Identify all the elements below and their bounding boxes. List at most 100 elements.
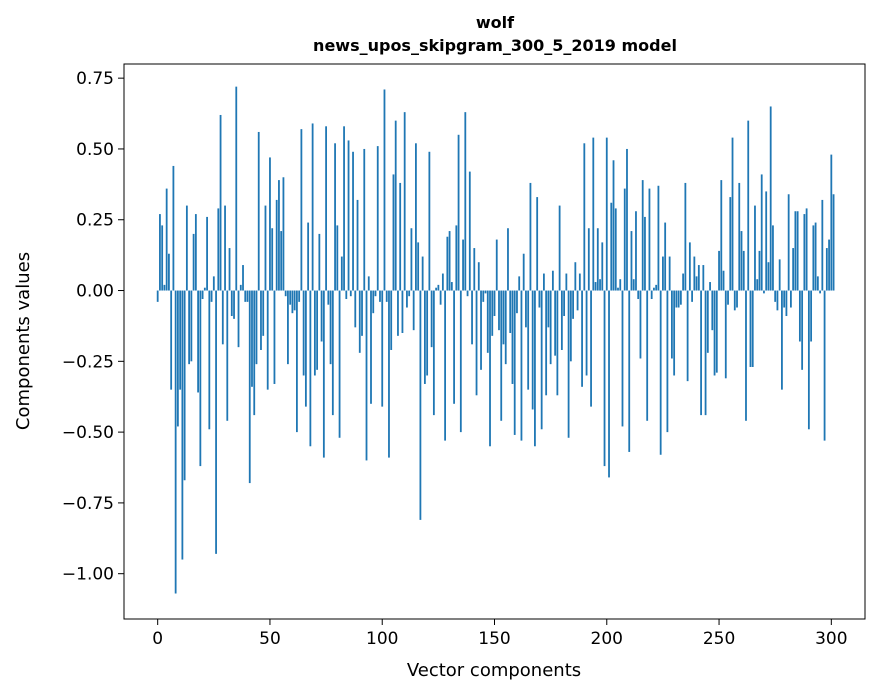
bar [662,256,664,291]
bar [576,290,579,311]
bar [210,290,213,302]
bar [545,290,548,396]
bar [352,151,354,291]
y-tick-label: −1.00 [62,565,114,585]
bar [457,134,460,291]
bar [754,205,756,291]
bar [666,290,669,433]
bar [329,290,332,365]
bar [179,290,182,390]
bar [605,137,608,291]
bar [825,248,828,291]
bar [181,290,184,560]
bar [801,290,804,370]
bar [430,290,433,348]
bar [626,148,628,291]
bar [608,290,610,478]
bar [738,182,741,291]
bar [426,290,429,376]
bar [370,290,372,404]
y-axis: −1.00 −0.75 −0.50 −0.25 0.00 0.25 0.50 0.75 [62,69,124,585]
y-tick-label: −0.50 [62,423,114,443]
bar [390,290,393,350]
bar [444,290,446,441]
bar [239,284,242,291]
bar [316,290,319,370]
bar [574,262,577,291]
bar [742,250,745,291]
bar [419,290,422,520]
bar [578,273,581,291]
bar [358,290,361,353]
bar [233,290,235,319]
bar [823,290,826,441]
bar [253,290,256,416]
bar [778,259,781,291]
bar [289,290,292,305]
bar [527,290,530,390]
bar [489,290,491,447]
bar [394,120,397,291]
bar [381,290,384,407]
bar [619,279,622,291]
bar [603,290,606,467]
bar [538,290,541,308]
bar [412,290,415,331]
bar [399,182,402,291]
bar [590,290,592,407]
bar [509,290,512,333]
chart-title: wolf [476,13,515,32]
bar [334,143,336,291]
bar [392,174,395,291]
bar [722,270,725,291]
bar [176,290,179,427]
bar [493,290,496,317]
bar [772,225,774,291]
bar [480,290,482,370]
bar [201,290,204,300]
bar [502,290,505,345]
bar [453,290,455,404]
bar [473,248,476,291]
bar [790,290,792,308]
bar [410,228,413,291]
bar [190,290,193,362]
x-axis-label: Vector components [407,660,581,681]
bar [659,290,662,455]
bar [534,290,536,447]
bar [682,273,685,291]
bar-series [156,86,835,594]
bar [601,242,604,291]
bar [257,131,260,291]
bar [464,112,467,291]
bar [677,290,680,308]
bar [246,290,249,302]
bar [228,248,231,291]
bar [260,290,262,350]
bar [567,290,570,438]
bar [215,290,217,554]
bar [828,239,830,291]
bar [648,188,651,291]
bar [709,282,711,291]
bar [475,290,478,396]
y-tick-label: 0.75 [76,69,114,89]
bar [767,262,770,291]
bar [798,290,801,342]
bar [594,282,597,291]
bar [518,276,521,291]
bar [706,290,709,353]
bar [219,114,222,291]
bar [500,290,503,421]
bar [356,199,359,291]
bar [325,126,327,291]
bar [702,265,705,291]
bar [208,290,211,430]
bar [421,256,424,291]
bar [363,148,366,291]
bar [807,290,810,430]
bar [814,222,817,291]
bar [507,228,509,291]
bar [309,290,312,447]
bar [531,290,534,410]
